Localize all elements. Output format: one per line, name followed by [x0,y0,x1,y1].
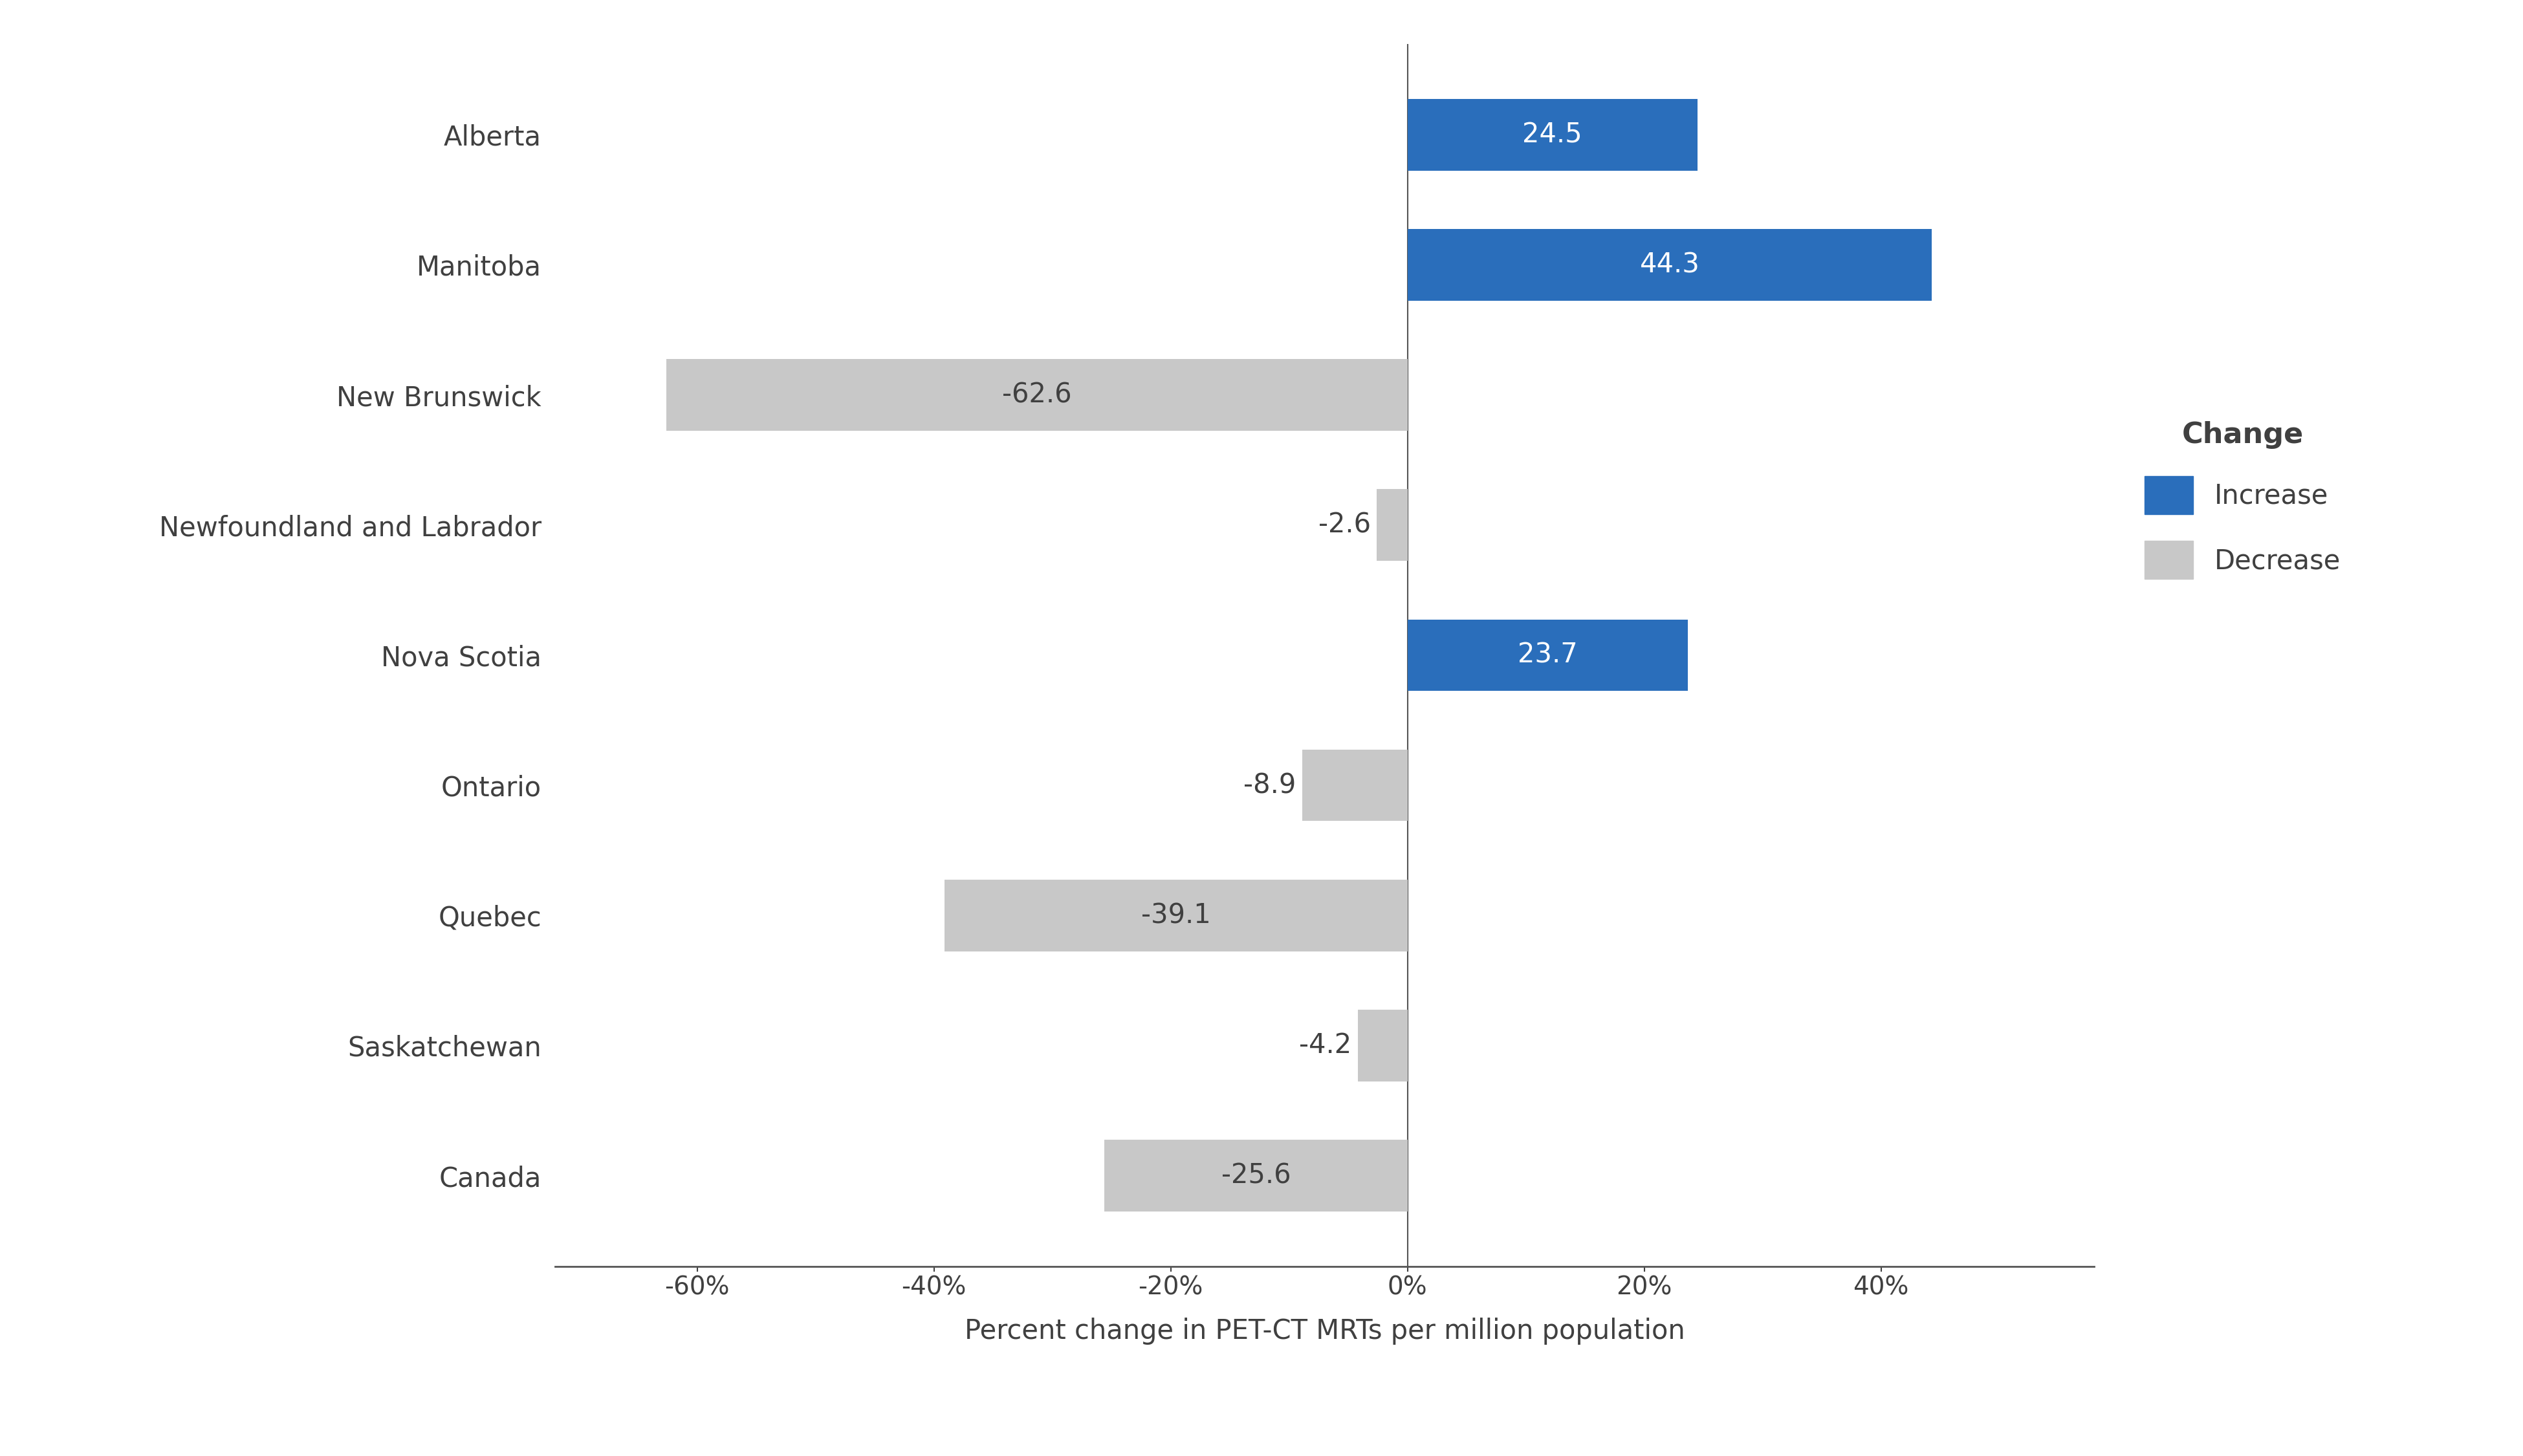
Bar [1105,1140,1408,1211]
Text: -2.6: -2.6 [1317,511,1370,539]
Text: 23.7: 23.7 [1519,642,1577,668]
Text: -62.6: -62.6 [1002,381,1072,409]
Legend: Increase, Decrease: Increase, Decrease [2122,399,2362,601]
Bar [1302,750,1408,821]
Bar [666,360,1408,431]
Text: -39.1: -39.1 [1140,901,1211,929]
Text: 24.5: 24.5 [1521,121,1582,149]
Text: -8.9: -8.9 [1244,772,1297,799]
Text: -4.2: -4.2 [1299,1032,1352,1059]
Bar [1378,489,1408,561]
Text: -25.6: -25.6 [1221,1162,1292,1190]
Bar [944,879,1408,951]
Bar [1408,619,1688,692]
X-axis label: Percent change in PET-CT MRTs per million population: Percent change in PET-CT MRTs per millio… [964,1318,1685,1345]
Bar [1408,229,1933,300]
Bar [1408,99,1698,170]
Text: 44.3: 44.3 [1640,252,1701,278]
Bar [1357,1010,1408,1082]
